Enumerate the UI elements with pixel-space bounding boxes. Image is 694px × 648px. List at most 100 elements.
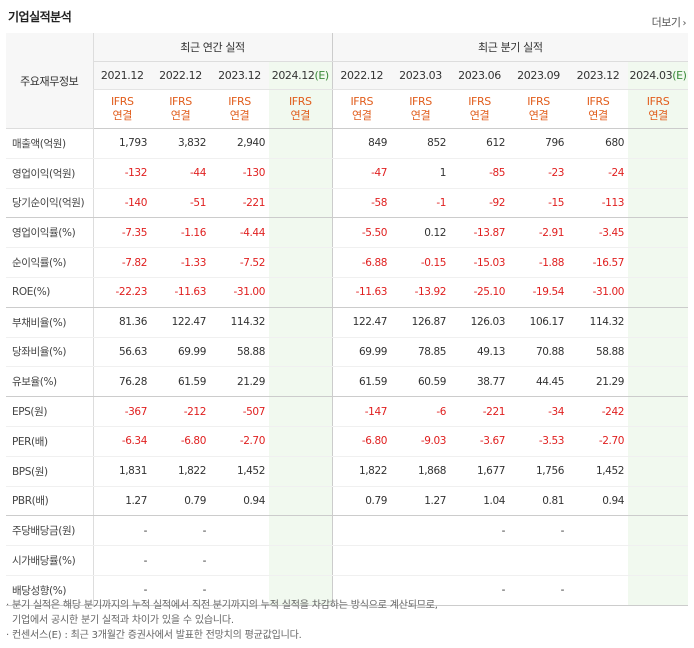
quarter-cell: 126.87	[391, 307, 451, 338]
quarter-cell	[628, 366, 689, 398]
ifrs-label: IFRS	[228, 95, 251, 108]
annual-cell	[269, 247, 333, 278]
annual-cell: 0.79	[151, 486, 210, 517]
quarter-cell	[628, 575, 689, 606]
annual-cell	[269, 575, 333, 606]
quarter-cell	[331, 515, 392, 547]
annual-cell: -	[92, 545, 151, 576]
annual-cell: 1.27	[92, 486, 151, 517]
ifrs-label: IFRS	[409, 95, 432, 108]
annual-cell: -367	[92, 396, 151, 427]
table-row: 부채비율(%) 81.36 122.47 114.32 122.47 126.87 126.…	[6, 307, 689, 338]
table-row: 배당성향(%) - - - -	[6, 575, 689, 606]
period-label: 2022.12	[159, 69, 202, 82]
period-label: 2022.12	[340, 69, 384, 82]
quarter-cell	[391, 575, 451, 606]
table-row: 순이익률(%) -7.82 -1.33 -7.52 -6.88 -0.15 -15.03 -1…	[6, 247, 689, 278]
annual-cell: -507	[210, 396, 269, 427]
row-label: 순이익률(%)	[6, 247, 93, 278]
footnote-2: 기업에서 공시한 분기 실적과 차이가 있을 수 있습니다.	[12, 615, 234, 626]
quarter-cell	[628, 426, 689, 457]
quarter-cell: 21.29	[568, 366, 629, 398]
quarter-basis-0: IFRS 연결	[331, 89, 392, 129]
quarter-cell: -6.88	[331, 247, 392, 278]
quarter-cell: -85	[450, 158, 510, 189]
quarter-cell: -1	[391, 188, 451, 219]
quarter-cell: -34	[509, 396, 569, 427]
row-label: 영업이익(억원)	[6, 158, 93, 189]
annual-cell: -221	[210, 188, 269, 219]
quarter-cell	[628, 188, 689, 219]
annual-cell: -132	[92, 158, 151, 189]
consolidated-label: 연결	[648, 109, 668, 122]
quarter-cell: -1.88	[509, 247, 569, 278]
quarter-cell: -6	[391, 396, 451, 427]
annual-cell	[269, 217, 333, 249]
quarter-cell: -221	[450, 396, 510, 427]
row-label: 당기순이익(억원)	[6, 188, 93, 219]
annual-cell: -4.44	[210, 217, 269, 249]
quarter-cell: 60.59	[391, 366, 451, 398]
footnote-3: · 컨센서스(E) : 최근 3개월간 증권사에서 발표한 전망치의 평균값입니…	[6, 630, 302, 641]
more-link[interactable]: 더보기 ›	[652, 14, 687, 30]
quarter-cell: -23	[509, 158, 569, 189]
quarter-basis-1: IFRS 연결	[391, 89, 451, 129]
quarter-cell: -3.67	[450, 426, 510, 457]
table-row: PER(배) -6.34 -6.80 -2.70 -6.80 -9.03 -3.67 -3.5…	[6, 426, 689, 457]
annual-group-header: 최근 연간 실적	[92, 33, 333, 62]
footnote-1: · 분기 실적은 해당 분기까지의 누적 실적에서 직전 분기까지의 누적 실적…	[6, 600, 438, 611]
table-row: ROE(%) -22.23 -11.63 -31.00 -11.63 -13.92 -25.…	[6, 277, 689, 308]
quarter-cell: -	[450, 515, 510, 547]
estimate-mark: (E)	[314, 69, 329, 82]
footnotes: · 분기 실적은 해당 분기까지의 누적 실적에서 직전 분기까지의 누적 실적…	[6, 598, 438, 643]
row-label: 배당성향(%)	[6, 575, 93, 606]
annual-cell	[269, 366, 333, 398]
row-label: 부채비율(%)	[6, 307, 93, 338]
annual-cell: -44	[151, 158, 210, 189]
annual-cell: -2.70	[210, 426, 269, 457]
quarter-cell: -3.53	[509, 426, 569, 457]
annual-cell	[210, 545, 269, 576]
ifrs-label: IFRS	[169, 95, 192, 108]
annual-cell: -7.52	[210, 247, 269, 278]
quarter-cell	[628, 486, 689, 517]
annual-cell	[269, 426, 333, 457]
annual-cell: -	[151, 545, 210, 576]
annual-cell: -	[92, 515, 151, 547]
table-row: 영업이익률(%) -7.35 -1.16 -4.44 -5.50 0.12 -13.87 -2…	[6, 217, 689, 249]
quarter-cell: 849	[331, 128, 392, 159]
annual-cell: -140	[92, 188, 151, 219]
quarter-period-2: 2023.06	[450, 61, 510, 90]
ifrs-label: IFRS	[468, 95, 491, 108]
annual-cell: -	[151, 575, 210, 606]
annual-cell	[269, 486, 333, 517]
annual-cell: -7.35	[92, 217, 151, 249]
quarter-cell: -11.63	[331, 277, 392, 308]
annual-cell: 21.29	[210, 366, 269, 398]
quarter-cell: -0.15	[391, 247, 451, 278]
quarter-cell: 680	[568, 128, 629, 159]
quarter-cell: 69.99	[331, 337, 392, 368]
annual-cell	[269, 396, 333, 427]
quarter-cell: 1.04	[450, 486, 510, 517]
period-label: 2021.12	[100, 69, 144, 82]
quarter-cell: 1,822	[331, 456, 392, 487]
ifrs-label: IFRS	[527, 95, 550, 108]
consolidated-label: 연결	[170, 109, 191, 122]
table-row: EPS(원) -367 -212 -507 -147 -6 -221 -34 -242	[6, 396, 689, 427]
annual-cell: 122.47	[151, 307, 210, 338]
annual-cell: 1,793	[92, 128, 151, 159]
quarter-period-0: 2022.12	[331, 61, 392, 90]
row-label: BPS(원)	[6, 456, 93, 487]
annual-cell: 69.99	[151, 337, 210, 368]
quarter-cell: -58	[331, 188, 392, 219]
row-label: 주당배당금(원)	[6, 515, 93, 547]
annual-cell: -130	[210, 158, 269, 189]
quarter-cell: -31.00	[568, 277, 629, 308]
quarter-period-3: 2023.09	[509, 61, 569, 90]
quarter-cell: -	[509, 575, 569, 606]
table-row: PBR(배) 1.27 0.79 0.94 0.79 1.27 1.04 0.81 0.94	[6, 486, 689, 517]
annual-cell: 3,832	[151, 128, 210, 159]
quarter-cell	[509, 545, 569, 576]
